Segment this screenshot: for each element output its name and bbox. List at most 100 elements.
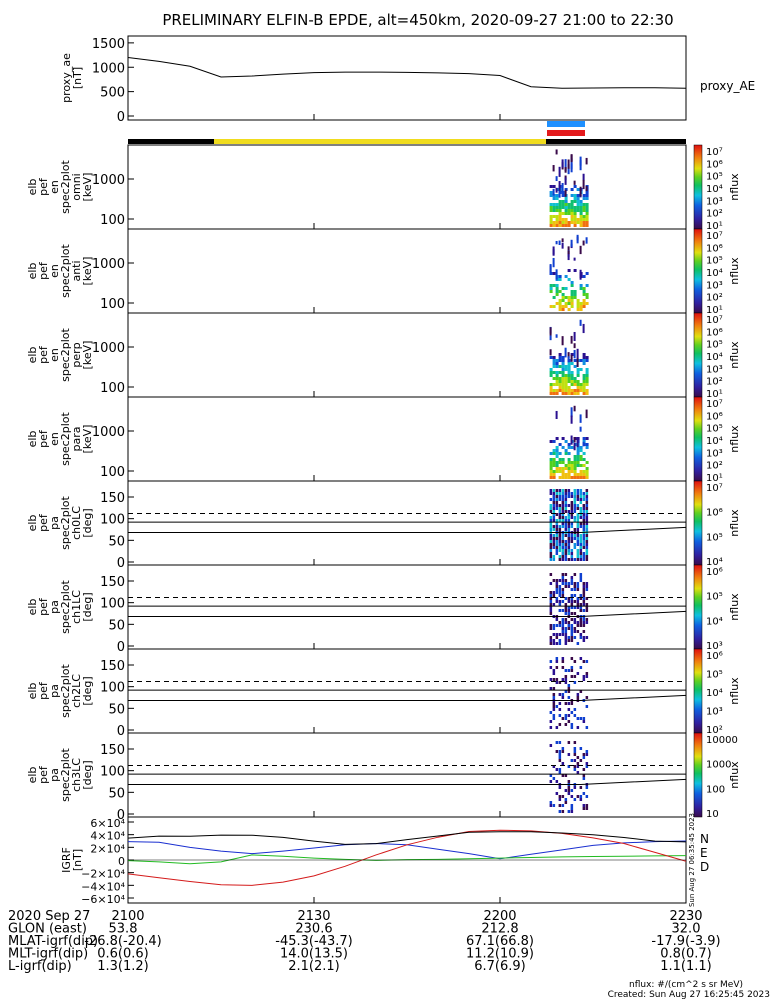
spec_anti-cell — [567, 246, 570, 253]
pa_ch3-colorbar-tick: 100 — [706, 784, 725, 795]
pa_ch0-cell — [561, 489, 565, 492]
pa_ch0-cell — [564, 540, 568, 543]
pa_ch2-cell — [573, 714, 577, 717]
pa_ch1-cell — [561, 591, 565, 594]
spec_perp-cell — [564, 386, 568, 389]
igrf-legend-D: D — [700, 860, 709, 874]
proxy_ae-ytick-label: 500 — [100, 86, 125, 101]
footer-row-value: 53.8 — [109, 922, 138, 937]
pa_ch1-cell — [582, 636, 586, 639]
spec_perp-cell — [579, 368, 583, 371]
spec_omni-cell — [564, 203, 568, 206]
pa_ch0-cell — [558, 516, 562, 519]
pa_ch0-cell — [564, 492, 568, 495]
pa_ch0-cell — [582, 537, 586, 540]
pa_ch3-cell — [585, 804, 589, 807]
spec_perp-cell — [555, 389, 559, 392]
spec_perp-cell — [552, 377, 556, 380]
pa_ch2-colorbar — [693, 648, 703, 734]
spec_perp-cell — [555, 334, 558, 338]
spec_perp-cell — [549, 389, 553, 392]
pa_ch0-cell — [582, 492, 586, 495]
spec_perp-cell — [552, 371, 556, 374]
pa_ch0-cell — [570, 534, 574, 537]
pa_ch0-cell — [570, 522, 574, 525]
pa_ch3-cell — [570, 795, 574, 798]
pa_ch0-cell — [573, 558, 577, 561]
spec_anti-cell — [582, 305, 586, 308]
pa_ch0-cell — [552, 555, 556, 558]
pa_ch1-cell — [567, 585, 571, 588]
spec_omni-cell — [567, 224, 571, 227]
spec_perp-axes-box — [127, 312, 687, 398]
pa_ch1-cell — [555, 618, 559, 621]
igrf-series-total — [127, 831, 687, 845]
spec_omni-cell — [573, 185, 577, 188]
spec_anti-cell — [552, 296, 556, 299]
pa_ch0-cell — [552, 558, 556, 561]
pa_ch1-cell — [576, 603, 580, 606]
spec_perp-cell — [573, 383, 577, 386]
spec_para-cell — [558, 470, 562, 473]
pa_ch0-cell — [564, 558, 568, 561]
spec_para-cell — [570, 467, 574, 470]
pa_ch0-cell — [573, 528, 577, 531]
pa_ch0-cell — [555, 540, 559, 543]
pa_ch1-cell — [549, 597, 553, 600]
pa_ch2-cell — [564, 714, 568, 717]
spec_perp-cell — [564, 377, 568, 380]
pa_ch0-cell — [555, 552, 559, 555]
spec_omni-cell — [582, 218, 586, 221]
pa_ch3-cell — [549, 744, 553, 747]
pa_ch3-cell — [564, 801, 568, 804]
spec_para-ylabel-line: [keV] — [81, 425, 94, 454]
spec_perp-colorbar-tick: 10⁶ — [706, 327, 723, 338]
pa_ch1-cell — [561, 630, 565, 633]
spec_perp-cell — [552, 389, 556, 392]
pa_ch0-cell — [564, 510, 568, 513]
pa_ch2-cell — [576, 693, 580, 696]
pa_ch0-cell — [549, 498, 553, 501]
spec_anti-ylabel-line: elb — [26, 263, 39, 280]
pa_ch0-cell — [561, 516, 565, 519]
proxy_ae-axes-box — [127, 35, 687, 121]
pa_ch1-cell — [555, 579, 559, 582]
pa_ch1-cell — [552, 594, 556, 597]
pa_ch2-cell — [552, 702, 556, 705]
pa_ch3-ylabel-line: pef — [37, 765, 50, 784]
spec_perp-cell — [561, 371, 565, 374]
pa_ch0-cell — [561, 525, 565, 528]
pa_ch0-cell — [561, 534, 565, 537]
pa_ch2-cell — [576, 696, 580, 699]
spec_perp-cell — [585, 389, 589, 392]
spec_omni-cell — [573, 194, 577, 197]
spec_anti-cell — [585, 293, 589, 296]
spec_para-cell — [549, 470, 553, 473]
spec_perp-cell — [561, 365, 565, 368]
spec_anti-cell — [558, 299, 562, 302]
spec_para-cell — [582, 473, 586, 476]
spec_omni-cell — [558, 181, 561, 192]
spec_omni-cell — [549, 209, 553, 212]
spec_perp-cell — [564, 380, 568, 383]
spec_para-ylabel-line: pef — [37, 429, 50, 448]
footer-row-value: 2200 — [483, 909, 516, 924]
pa_ch1-cell — [573, 618, 577, 621]
pa_ch1-cell — [585, 603, 589, 606]
pa_ch0-cell — [579, 558, 583, 561]
spec_omni-colorbar-tick: 10² — [706, 209, 723, 220]
spec_perp-ytick-label: 1000 — [92, 341, 125, 356]
spec_perp-cell — [573, 343, 576, 349]
spec_omni-cell — [555, 203, 559, 206]
pa_ch0-cell — [561, 537, 565, 540]
spec_perp-cell — [585, 392, 589, 395]
pa_ch0-cell — [573, 495, 577, 498]
pa_ch1-cell — [573, 582, 577, 585]
pa_ch3-cell — [570, 759, 574, 762]
spec_anti-cell — [570, 239, 573, 247]
pa_ch1-cell — [564, 618, 568, 621]
spec_para-cell — [573, 442, 576, 451]
spec_omni-cell — [585, 185, 588, 192]
spec_perp-cell — [576, 374, 580, 377]
pa_ch0-colorbar-tick: 10⁴ — [706, 557, 723, 568]
